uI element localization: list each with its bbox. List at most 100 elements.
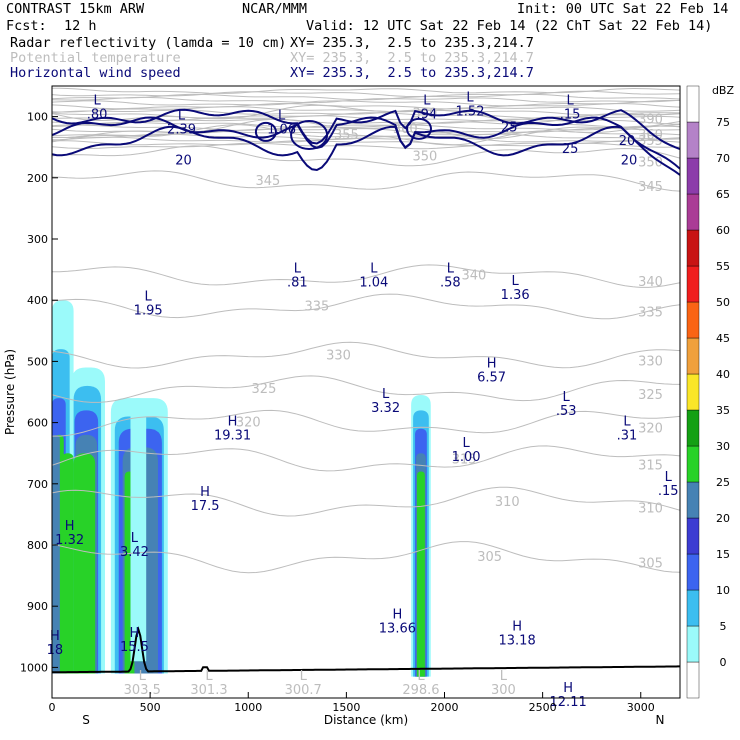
x-tick-label: 0 (49, 701, 56, 714)
reflectivity-fill (52, 300, 431, 677)
surface-value: 300.7 (285, 683, 322, 698)
extremum-type: H (228, 415, 238, 430)
theta-label: 345 (255, 174, 280, 189)
extremum-value: 3.42 (120, 545, 149, 560)
theta-line (52, 96, 680, 104)
colorbar-label: 70 (716, 152, 730, 165)
extremum-type: L (278, 109, 286, 124)
extremum-value: .81 (287, 276, 308, 291)
colorbar-label: 20 (716, 512, 730, 525)
axes: 0 500 1000 1500 2000 2500 3000 100 200 300 400 500 6… (20, 111, 655, 714)
wind-loop (290, 119, 329, 150)
plot-frame (51, 85, 681, 699)
theta-line (52, 541, 680, 574)
reflectivity-cell (73, 453, 96, 674)
theta-line (52, 341, 680, 369)
surface-value: 298.6 (402, 683, 439, 698)
surface-value: 303.5 (124, 683, 161, 698)
valid-time: Valid: 12 UTC Sat 22 Feb 14 (22 ChT Sat … (306, 18, 713, 34)
terrain-line (52, 626, 680, 674)
theta-line (52, 112, 680, 119)
theta-label: 355 (334, 128, 359, 143)
theta-line (52, 124, 680, 146)
field-name-wind: Horizontal wind speed (10, 65, 181, 81)
y-tick-label: 200 (27, 172, 48, 185)
y-tick-label: 1000 (20, 661, 48, 674)
colorbar-label: 45 (716, 332, 730, 345)
colorbar-swatch (686, 265, 700, 303)
extremum-type: L (131, 531, 139, 546)
endpoint-left: S (82, 713, 90, 727)
reflectivity-cell (417, 471, 425, 677)
extremum-value: .58 (440, 276, 461, 291)
theta-line (52, 145, 680, 167)
theta-label: 335 (638, 305, 663, 320)
extremum-type: L (462, 436, 470, 451)
surface-type: L (300, 669, 308, 684)
colorbar-swatch (686, 121, 700, 159)
extremum-value: 18 (47, 643, 64, 658)
field-xy-theta: XY= 235.3, 2.5 to 235.3,214.7 (290, 50, 534, 66)
surface-value: 301.3 (190, 683, 227, 698)
terrain-path (52, 626, 680, 674)
theta-label: 325 (638, 388, 663, 403)
colorbar-swatch (686, 409, 700, 447)
colorbar: 0 5 10 15 20 25 30 35 40 45 50 55 60 65 70 75 dBZ (686, 84, 735, 699)
extremum-value: .80 (87, 107, 108, 122)
theta-line (52, 124, 680, 131)
theta-label: 350 (638, 156, 663, 171)
model-title: CONTRAST 15km ARW (6, 1, 145, 17)
colorbar-label: 5 (720, 620, 727, 633)
y-tick-label: 800 (27, 539, 48, 552)
extremum-value: 2.39 (167, 123, 196, 138)
colorbar-unit: dBZ (712, 84, 735, 97)
theta-line (52, 170, 680, 192)
extremum-type: L (623, 415, 631, 430)
x-tick-label: 2500 (529, 701, 557, 714)
y-tick-label: 400 (27, 294, 48, 307)
colorbar-swatch (686, 193, 700, 231)
lh-labels: L.80 L2.39L1.06L.94L1.52L.15L.81L1.04L.58… (47, 90, 679, 710)
extremum-value: 1.52 (456, 104, 485, 119)
extremum-value: .31 (617, 429, 638, 444)
extremum-type: H (512, 620, 522, 635)
extremum-value: 19.31 (214, 429, 251, 444)
theta-label: 390 (638, 113, 663, 128)
theta-label: 345 (638, 180, 663, 195)
theta-label: 330 (638, 354, 663, 369)
wind-loop (405, 117, 432, 140)
colorbar-label: 50 (716, 296, 730, 309)
wind-label: 20 (175, 154, 192, 169)
surface-type: L (139, 669, 147, 684)
extremum-type: H (200, 485, 210, 500)
extremum-type: L (512, 274, 520, 289)
theta-line (52, 142, 680, 150)
fcst-label: Fcst: (6, 18, 47, 34)
extremum-value: 3.32 (371, 401, 400, 416)
theta-line (52, 93, 680, 101)
extremum-type: L (294, 262, 302, 277)
extremum-type: H (487, 357, 497, 372)
x-axis-label: Distance (km) (324, 713, 408, 727)
extremum-type: L (178, 109, 186, 124)
y-tick-label: 300 (27, 233, 48, 246)
theta-label: 335 (305, 299, 330, 314)
reflectivity-cell (52, 434, 60, 674)
theta-line (52, 118, 680, 140)
extremum-type: L (423, 93, 431, 108)
theta-label: 315 (452, 452, 477, 467)
theta-line (52, 486, 680, 517)
x-tick-label: 3000 (627, 701, 655, 714)
org-label: NCAR/MMM (242, 1, 308, 17)
extremum-type: L (370, 262, 378, 277)
extremum-type: L (145, 289, 153, 304)
y-axis-label: Pressure (hPa) (3, 349, 17, 435)
extremum-value: .94 (416, 107, 437, 122)
colorbar-swatch (686, 625, 700, 663)
extremum-type: L (94, 93, 102, 108)
theta-line (52, 109, 680, 116)
theta-label: 310 (638, 501, 663, 516)
wind-label: 25 (562, 142, 579, 157)
